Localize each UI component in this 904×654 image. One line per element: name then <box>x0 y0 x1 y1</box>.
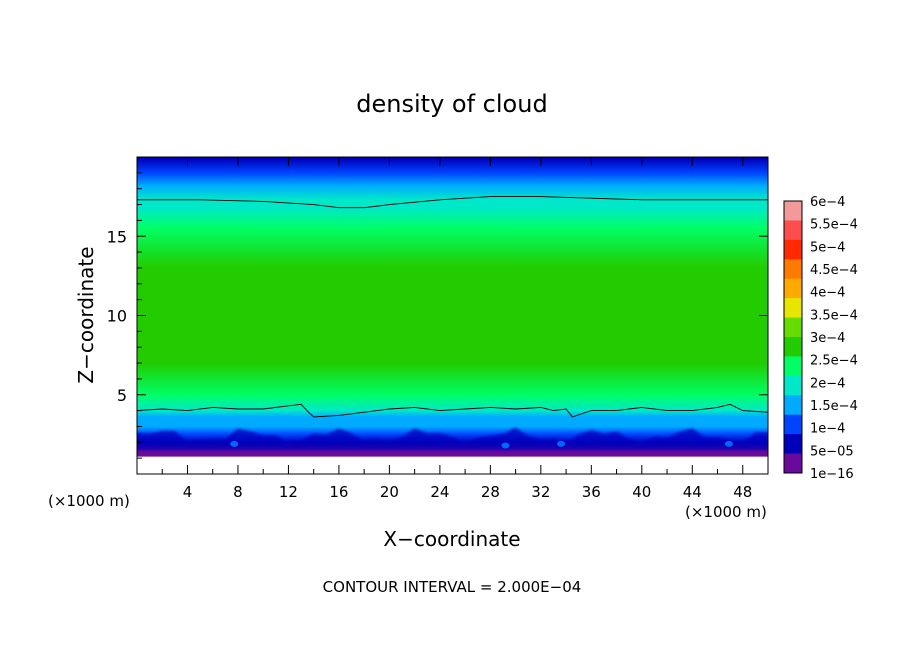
x-tick-label: 48 <box>733 483 752 501</box>
lower-blue-band <box>137 427 768 451</box>
x-tick-label: 44 <box>683 483 702 501</box>
colorbar-label: 5e−05 <box>810 444 854 459</box>
colorbar: 6e−4 5.5e−4 5e−4 4.5e−4 4e−4 3.5e−4 3e−4 2.5e−4… <box>783 195 858 482</box>
field-fill <box>137 157 768 474</box>
ground-fill <box>137 455 768 474</box>
colorbar-label: 5e−4 <box>810 240 845 255</box>
colorbar-swatch <box>784 278 802 299</box>
x-tick-label: 20 <box>380 483 399 501</box>
colorbar-label: 1.5e−4 <box>810 399 858 414</box>
cloud-blob <box>557 440 566 447</box>
colorbar-label: 4e−4 <box>810 286 845 301</box>
contour-line <box>137 403 768 418</box>
colorbar-swatch <box>784 434 802 455</box>
colorbar-label: 5.5e−4 <box>810 218 858 233</box>
contour-interval-note: CONTOUR INTERVAL = 2.000E−04 <box>323 578 582 596</box>
x-tick-label: 32 <box>531 483 550 501</box>
colorbar-label: 4.5e−4 <box>810 263 858 278</box>
cloud-blob <box>230 440 239 447</box>
x-axis-label: X−coordinate <box>383 527 520 551</box>
x-unit-right: (×1000 m) <box>685 503 767 521</box>
plot-area <box>137 157 768 474</box>
colorbar-swatch <box>784 375 802 396</box>
colorbar-swatch <box>784 317 802 338</box>
colorbar-frame <box>783 200 803 474</box>
contour-layer <box>137 196 768 418</box>
x-tick-label: 36 <box>582 483 601 501</box>
colorbar-swatch <box>784 453 802 474</box>
colorbar-swatch <box>784 337 802 357</box>
colorbar-label: 6e−4 <box>810 195 845 210</box>
x-tick-label: 28 <box>481 483 500 501</box>
y-tick-label: 15 <box>107 227 127 246</box>
x-tick-label: 4 <box>183 483 193 501</box>
cloud-blob <box>501 442 510 449</box>
y-tick-label: 5 <box>117 386 127 405</box>
colorbar-swatch <box>784 239 802 260</box>
colorbar-swatch <box>784 201 802 221</box>
colorbar-label: 2e−4 <box>810 376 845 391</box>
colorbar-swatch <box>784 220 802 241</box>
y-axis: 5 10 15 <box>107 172 768 459</box>
x-tick-label: 24 <box>430 483 449 501</box>
colorbar-label: 3.5e−4 <box>810 308 858 323</box>
y-tick-label: 10 <box>107 307 127 326</box>
chart-title: density of cloud <box>356 90 547 118</box>
y-axis-label: Z−coordinate <box>74 246 98 383</box>
colorbar-swatch <box>784 395 802 416</box>
colorbar-swatch <box>784 356 802 377</box>
colorbar-label: 2.5e−4 <box>810 354 858 369</box>
colorbar-label: 1e−16 <box>810 467 854 482</box>
x-axis: 4 8 12 16 20 24 28 32 36 40 44 48 <box>161 157 752 501</box>
x-tick-label: 12 <box>279 483 298 501</box>
colorbar-label: 3e−4 <box>810 331 845 346</box>
colorbar-swatch <box>784 298 802 319</box>
x-tick-label: 16 <box>329 483 348 501</box>
base-band <box>137 445 768 457</box>
x-tick-label: 8 <box>233 483 243 501</box>
x-unit-left: (×1000 m) <box>48 492 130 510</box>
colorbar-swatch <box>784 259 802 280</box>
x-tick-label: 40 <box>632 483 651 501</box>
cloud-blobs <box>230 440 733 449</box>
colorbar-swatch <box>784 414 802 435</box>
contour-line <box>137 196 768 209</box>
colorbar-label: 1e−4 <box>810 422 845 437</box>
cloud-blob <box>724 440 733 447</box>
